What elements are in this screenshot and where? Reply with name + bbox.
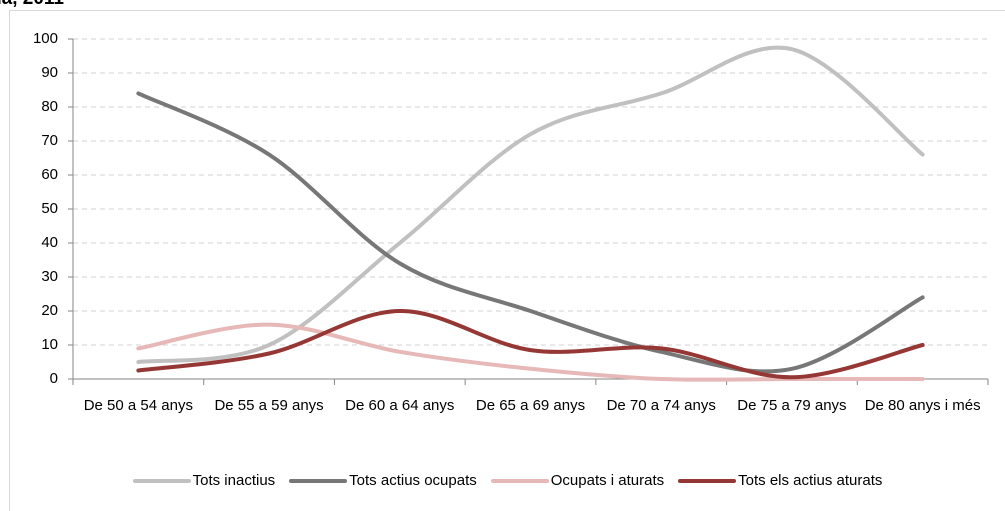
legend-item: Tots actius ocupats xyxy=(289,472,477,489)
chart-title: celona, 2011 xyxy=(0,0,64,9)
chart-frame xyxy=(9,10,1005,511)
legend-swatch xyxy=(132,478,191,483)
legend-label: Ocupats i aturats xyxy=(550,472,665,489)
y-tick-label: 0 xyxy=(50,370,58,387)
series-line xyxy=(136,45,925,364)
x-tick-label: De 70 a 74 anys xyxy=(606,397,716,414)
y-tick-label: 20 xyxy=(41,302,58,319)
y-tick-label: 80 xyxy=(41,98,58,115)
legend-swatch xyxy=(289,478,348,483)
x-tick-label: De 75 a 79 anys xyxy=(737,397,847,414)
legend: Tots inactius Tots actius ocupats Ocupats … xyxy=(10,472,1005,489)
series-line xyxy=(136,308,925,380)
legend-item: Ocupats i aturats xyxy=(490,472,665,489)
y-tick-label: 60 xyxy=(41,166,58,183)
legend-label: Tots inactius xyxy=(192,472,276,489)
series-line xyxy=(136,91,925,374)
legend-label: Tots actius ocupats xyxy=(349,472,477,489)
legend-swatch xyxy=(490,478,549,483)
legend-item: Tots inactius xyxy=(132,472,276,489)
x-tick-label: De 65 a 69 anys xyxy=(475,397,586,414)
y-tick-label: 30 xyxy=(41,268,58,285)
legend-label: Tots els actius aturats xyxy=(738,472,883,489)
y-tick-label: 90 xyxy=(41,64,58,81)
y-tick-label: 100 xyxy=(33,30,58,47)
y-tick-label: 50 xyxy=(41,200,58,217)
legend-swatch xyxy=(678,478,737,483)
y-tick-label: 10 xyxy=(41,336,58,353)
y-tick-label: 70 xyxy=(41,132,58,149)
x-tick-label: De 55 a 59 anys xyxy=(214,397,324,414)
series-line xyxy=(136,322,925,382)
x-tick-label: De 60 a 64 anys xyxy=(345,397,455,414)
legend-item: Tots els actius aturats xyxy=(678,472,882,489)
y-tick-label: 40 xyxy=(41,234,58,251)
x-tick-label: De 50 a 54 anys xyxy=(83,397,193,414)
x-tick-label: De 80 anys i més xyxy=(864,397,981,414)
